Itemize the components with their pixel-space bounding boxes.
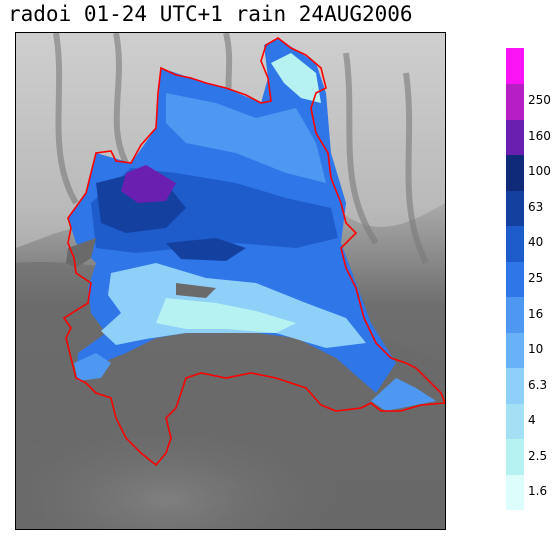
precipitation-map: [15, 32, 446, 530]
legend-swatch: [506, 154, 524, 191]
legend-label: 160: [528, 128, 551, 143]
legend-swatch: [506, 438, 524, 475]
region-boundary: [62, 37, 445, 467]
map-title: radoi 01-24 UTC+1 rain 24AUG2006: [8, 2, 413, 26]
legend-label: 1.6: [528, 484, 548, 499]
rain-light-band: [101, 263, 366, 348]
legend-label: 25: [528, 271, 544, 285]
legend-label: 16: [528, 306, 544, 321]
rain-west-patch: [74, 353, 111, 381]
legend-swatch: [506, 261, 524, 298]
legend-label: 40: [528, 235, 544, 250]
legend-label: 6.3: [528, 377, 548, 392]
legend-swatch: [506, 296, 524, 333]
legend-swatch: [506, 332, 524, 369]
legend-swatch: [506, 474, 524, 511]
legend-swatch: [506, 225, 524, 262]
legend-label: 63: [528, 199, 544, 214]
legend-label: 100: [528, 164, 551, 179]
map-canvas: [16, 33, 445, 529]
legend-swatch: [506, 367, 524, 404]
dry-west-patch: [66, 238, 96, 268]
legend-swatch: [506, 119, 524, 156]
legend-swatch: [506, 83, 524, 120]
dry-central-patch: [176, 283, 216, 298]
legend-swatch: [506, 190, 524, 227]
alpine-valleys: [53, 33, 429, 265]
legend-label: 4: [528, 413, 536, 428]
rain-southeast: [371, 378, 436, 411]
legend-swatch: [506, 403, 524, 440]
legend-label: 2.5: [528, 448, 548, 463]
rain-medium-north: [166, 93, 326, 183]
rain-lightest: [156, 53, 321, 333]
rain-extreme: [121, 165, 176, 203]
legend-label: 10: [528, 342, 544, 357]
color-legend: 1.6 2.5 4 6.3 10 16 25 40 63 100 160 250: [506, 48, 551, 511]
legend-label: 250: [528, 93, 551, 108]
legend-swatch: [506, 48, 524, 85]
